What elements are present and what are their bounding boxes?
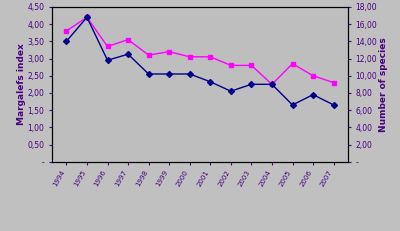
Species <box>228 90 233 93</box>
Species diversity <box>290 62 295 65</box>
Species <box>84 16 89 19</box>
Species diversity <box>187 55 192 58</box>
Species diversity <box>249 64 254 67</box>
Species diversity <box>105 45 110 48</box>
Species <box>270 83 274 86</box>
Species <box>187 73 192 75</box>
Species <box>64 40 69 43</box>
Species diversity <box>126 38 130 41</box>
Species <box>249 83 254 86</box>
Species diversity <box>84 16 89 19</box>
Species <box>146 73 151 75</box>
Species diversity <box>146 54 151 56</box>
Species diversity <box>270 83 274 86</box>
Y-axis label: Margalefs index: Margalefs index <box>17 43 26 125</box>
Species <box>126 53 130 56</box>
Species <box>105 59 110 62</box>
Species <box>290 103 295 106</box>
Species diversity <box>167 50 172 53</box>
Species diversity <box>64 30 69 32</box>
Species <box>331 103 336 106</box>
Species <box>208 80 213 83</box>
Species <box>311 93 316 96</box>
Species diversity <box>311 74 316 77</box>
Species diversity <box>208 55 213 58</box>
Species <box>167 73 172 75</box>
Line: Species: Species <box>64 15 336 107</box>
Species diversity <box>331 81 336 84</box>
Species diversity <box>228 64 233 67</box>
Line: Species diversity: Species diversity <box>64 15 336 87</box>
Y-axis label: Number of species: Number of species <box>379 37 388 132</box>
